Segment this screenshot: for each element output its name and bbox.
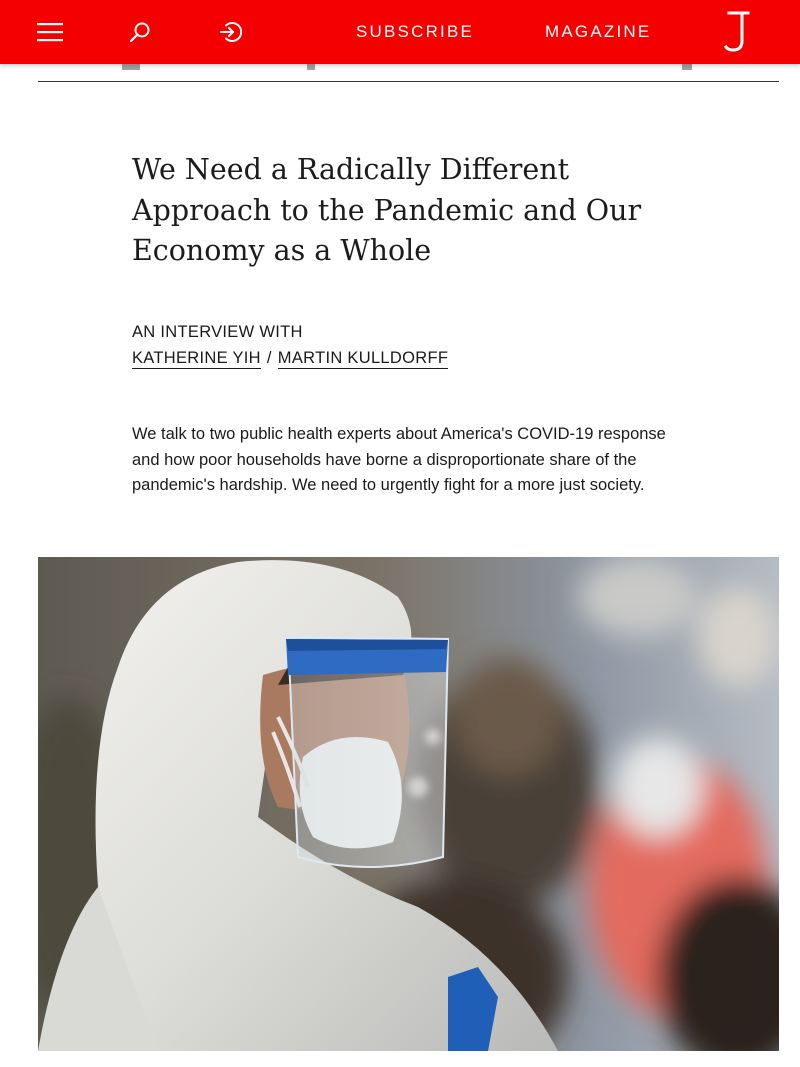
- subscribe-link[interactable]: SUBSCRIBE: [356, 22, 475, 41]
- article-dek: We talk to two public health experts abo…: [132, 425, 666, 494]
- magazine-link[interactable]: MAGAZINE: [545, 22, 652, 41]
- article-headline: We Need a Radically Different Approach t…: [132, 153, 642, 267]
- author-separator: /: [266, 349, 272, 367]
- search-icon[interactable]: [122, 14, 158, 50]
- author-link-katherine-yih[interactable]: KATHERINE YIH: [132, 349, 261, 369]
- hamburger-menu-icon[interactable]: [32, 14, 68, 50]
- header-divider: [38, 81, 779, 82]
- jacobin-logo[interactable]: [720, 10, 760, 54]
- author-link-martin-kulldorff[interactable]: MARTIN KULLDORFF: [277, 349, 449, 369]
- author-byline: KATHERINE YIH / MARTIN KULLDORFF: [132, 346, 449, 370]
- scrolled-nav-remnant: [682, 64, 692, 70]
- interview-kicker: AN INTERVIEW WITH: [132, 323, 303, 341]
- scrolled-nav-remnant: [122, 64, 140, 70]
- scrolled-nav-remnant: [307, 64, 315, 70]
- sign-in-icon[interactable]: [212, 14, 248, 50]
- top-navigation-bar: SUBSCRIBE MAGAZINE: [0, 0, 800, 64]
- hero-image: [38, 557, 779, 1051]
